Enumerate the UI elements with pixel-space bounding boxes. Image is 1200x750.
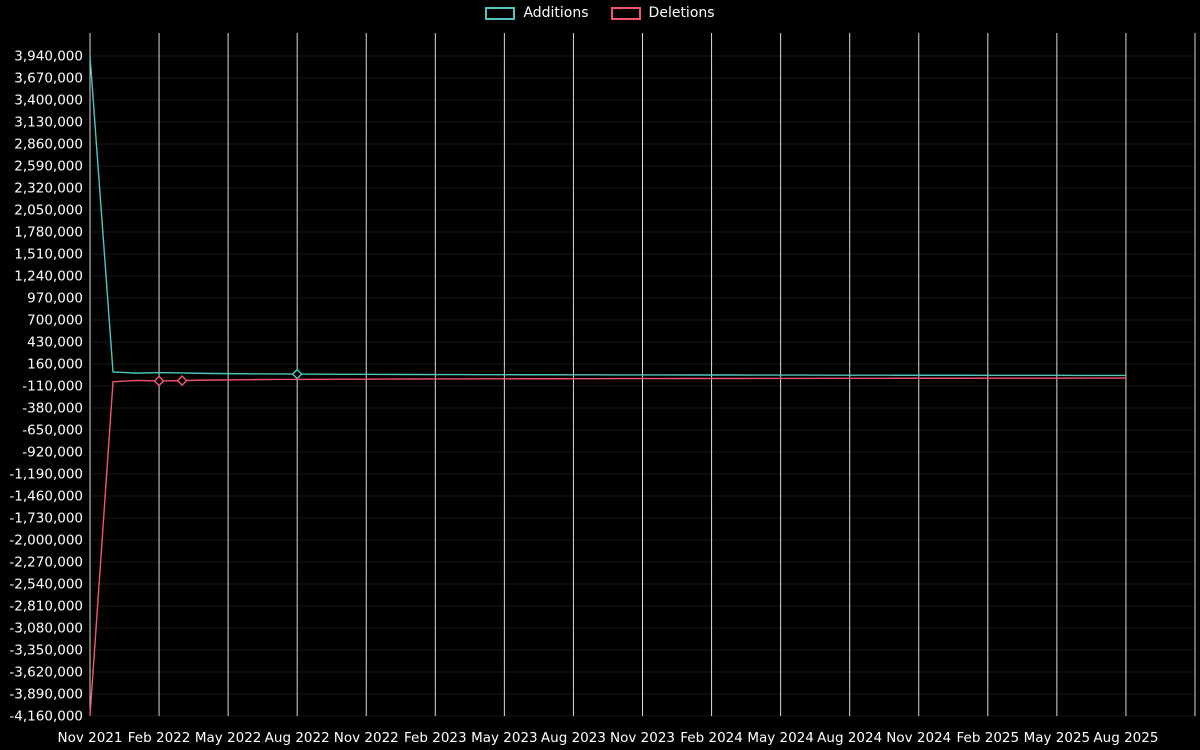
deletions-swatch-icon	[610, 6, 641, 20]
y-tick-label: -4,160,000	[9, 709, 83, 725]
y-tick-label: 700,000	[27, 313, 83, 329]
y-tick-label: 2,050,000	[14, 203, 83, 219]
y-tick-label: -1,190,000	[9, 467, 83, 483]
x-tick-label: Aug 2023	[541, 730, 606, 746]
x-tick-label: Aug 2025	[1093, 730, 1158, 746]
y-tick-label: -1,730,000	[9, 511, 83, 527]
x-tick-label: May 2023	[471, 730, 538, 746]
x-tick-label: Aug 2024	[817, 730, 882, 746]
y-tick-label: -2,000,000	[9, 533, 83, 549]
y-tick-label: 1,780,000	[14, 225, 83, 241]
y-tick-label: 1,240,000	[14, 269, 83, 285]
y-tick-label: 2,320,000	[14, 181, 83, 197]
x-tick-label: Nov 2023	[610, 730, 675, 746]
y-tick-label: 3,670,000	[14, 71, 83, 87]
y-tick-label: -3,080,000	[9, 621, 83, 637]
y-tick-label: 1,510,000	[14, 247, 83, 263]
y-tick-label: -1,460,000	[9, 489, 83, 505]
x-tick-label: Nov 2024	[886, 730, 951, 746]
series-line-additions	[89, 55, 1126, 377]
series-line-deletions	[89, 377, 1126, 717]
y-tick-label: -3,890,000	[9, 687, 83, 703]
y-tick-label: 160,000	[27, 357, 83, 373]
y-tick-label: 970,000	[27, 291, 83, 307]
y-tick-label: -2,540,000	[9, 577, 83, 593]
diamond-marker-deletions	[176, 375, 188, 387]
y-tick-label: -2,270,000	[9, 555, 83, 571]
legend-label-additions: Additions	[523, 5, 589, 21]
x-tick-label: Aug 2022	[265, 730, 330, 746]
y-tick-label: -3,350,000	[9, 643, 83, 659]
x-tick-label: Feb 2025	[957, 730, 1020, 746]
diamond-marker-deletions	[153, 375, 165, 387]
x-tick-label: May 2025	[1024, 730, 1091, 746]
chart-legend: Additions Deletions	[0, 6, 1200, 20]
additions-swatch-icon	[485, 6, 516, 20]
y-tick-label: -3,620,000	[9, 665, 83, 681]
y-tick-label: -110,000	[22, 379, 83, 395]
legend-item-deletions[interactable]: Deletions	[610, 5, 715, 21]
y-tick-label: -650,000	[22, 423, 83, 439]
y-tick-label: -380,000	[22, 401, 83, 417]
y-tick-label: 3,940,000	[14, 49, 83, 65]
y-tick-label: 430,000	[27, 335, 83, 351]
diamond-marker-additions	[291, 368, 303, 380]
y-tick-label: 3,130,000	[14, 115, 83, 131]
x-tick-label: May 2022	[195, 730, 262, 746]
x-tick-label: Feb 2023	[404, 730, 467, 746]
legend-item-additions[interactable]: Additions	[485, 5, 589, 21]
x-tick-label: Feb 2024	[680, 730, 743, 746]
y-tick-label: 3,400,000	[14, 93, 83, 109]
y-tick-label: -2,810,000	[9, 599, 83, 615]
y-tick-label: 2,590,000	[14, 159, 83, 175]
legend-label-deletions: Deletions	[648, 5, 715, 21]
x-tick-label: Nov 2022	[334, 730, 399, 746]
y-tick-label: -920,000	[22, 445, 83, 461]
x-tick-label: May 2024	[747, 730, 814, 746]
y-tick-label: 2,860,000	[14, 137, 83, 153]
x-tick-label: Feb 2022	[128, 730, 191, 746]
x-tick-label: Nov 2021	[58, 730, 123, 746]
